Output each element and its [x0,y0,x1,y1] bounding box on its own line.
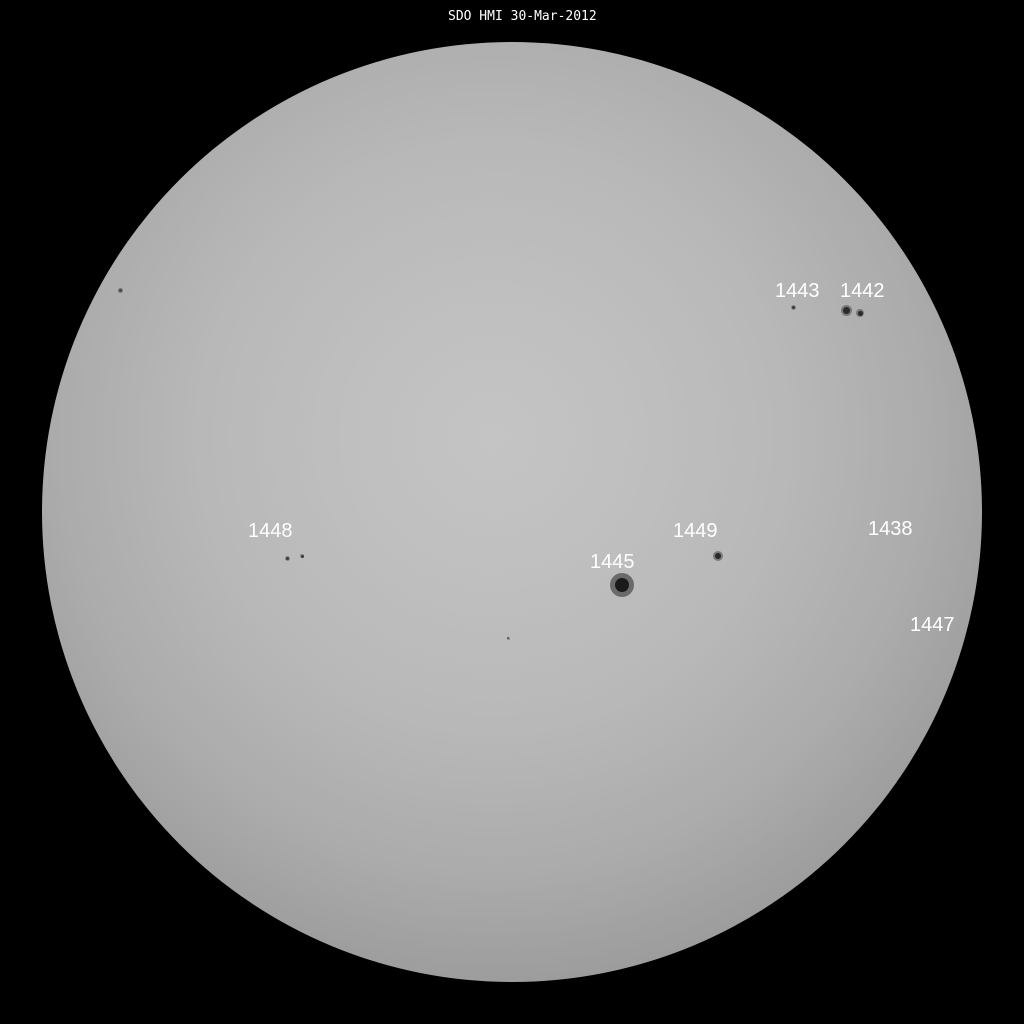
sunspot-umbra-1449 [715,553,721,559]
region-label-1449: 1449 [673,520,718,543]
sunspot-umbra-1445 [615,578,629,592]
sunspot-umbra-small1 [507,637,509,639]
solar-disk [42,42,982,982]
sunspot-umbra-1442 [843,307,850,314]
region-label-1448: 1448 [248,520,293,543]
region-label-1445: 1445 [590,551,635,574]
region-label-1442: 1442 [840,280,885,303]
header-title: SDO HMI 30-Mar-2012 [448,9,597,24]
region-label-1438: 1438 [868,518,913,541]
sunspot-umbra-1442b [858,311,863,316]
sunspot-umbra-1448 [286,557,289,560]
region-label-1447: 1447 [910,614,955,637]
sunspot-umbra-small2 [119,289,122,292]
region-label-1443: 1443 [775,280,820,303]
sunspot-umbra-1443 [792,306,795,309]
sunspot-umbra-1448b [301,555,304,558]
